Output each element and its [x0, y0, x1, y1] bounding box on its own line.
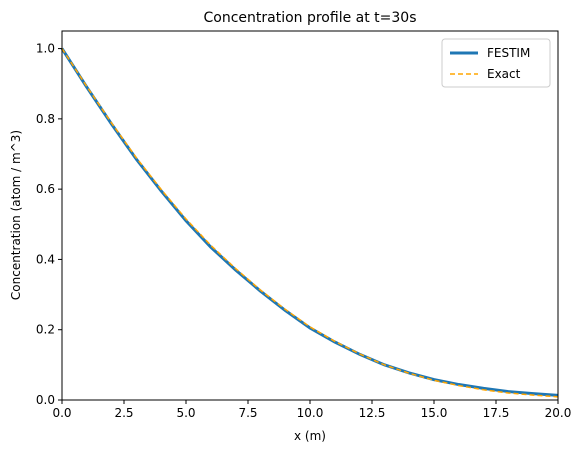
legend-label: FESTIM	[487, 46, 530, 60]
series-line	[60, 47, 559, 397]
legend-label: Exact	[487, 67, 521, 81]
x-tick-label: 12.5	[359, 406, 386, 420]
x-tick-label: 20.0	[545, 406, 572, 420]
y-tick-label: 0.8	[36, 112, 55, 126]
series-line	[61, 48, 559, 398]
y-tick-label: 0.0	[36, 393, 55, 407]
y-tick-label: 0.6	[36, 182, 55, 196]
legend-box	[441, 38, 551, 88]
y-tick-label: 0.4	[36, 252, 55, 266]
plot-frame	[61, 30, 559, 401]
y-axis-label: Concentration (atom / m^3)	[9, 130, 23, 300]
y-tick-label: 1.0	[36, 42, 55, 56]
x-tick-label: 2.5	[114, 406, 133, 420]
chart-title: Concentration profile at t=30s	[203, 10, 416, 26]
x-axis-label: x (m)	[294, 429, 326, 443]
x-tick-label: 5.0	[176, 406, 195, 420]
x-tick-label: 7.5	[238, 406, 257, 420]
x-tick-label: 10.0	[297, 406, 324, 420]
y-tick-label: 0.2	[36, 323, 55, 337]
x-tick-label: 0.0	[52, 406, 71, 420]
x-tick-label: 15.0	[421, 406, 448, 420]
x-tick-label: 17.5	[483, 406, 510, 420]
